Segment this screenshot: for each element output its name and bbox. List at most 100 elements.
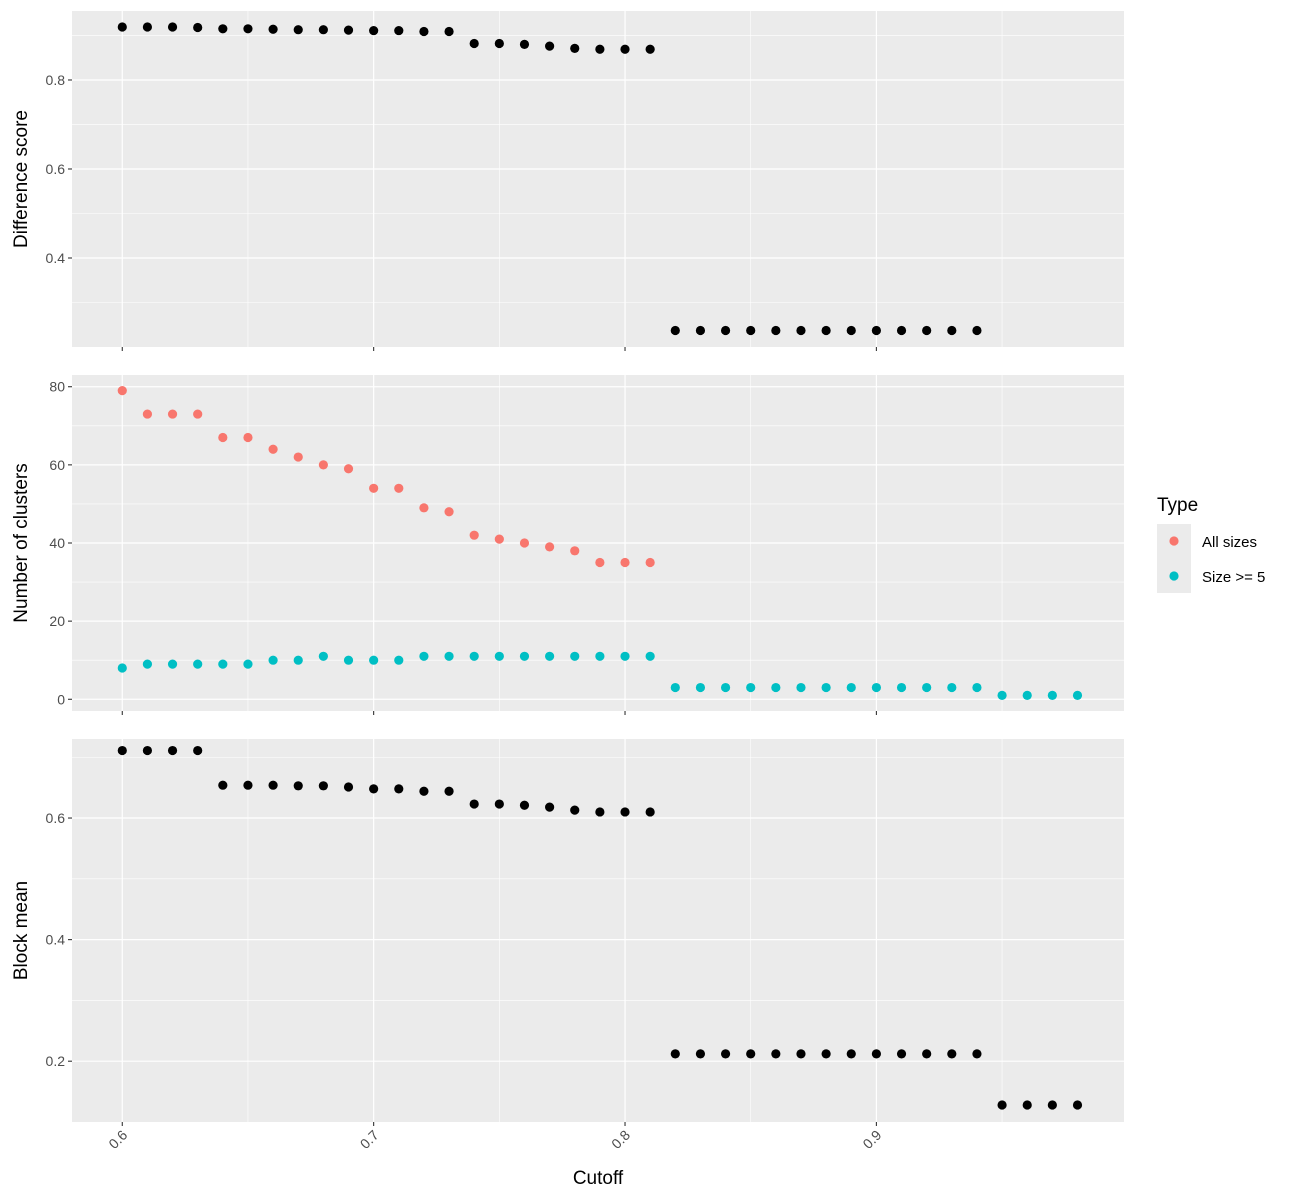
data-point-size-5 [469,651,479,661]
panel-number-of-clusters: 0 20 40 60 80 Number of clusters [11,375,1124,715]
y-axis-title-number-of-clusters: Number of clusters [11,463,32,622]
panel-block-mean: 0.2 0.4 0.6 Block mean [11,739,1124,1126]
data-point-all-sizes [419,503,429,513]
data-point-series-0 [997,1100,1007,1110]
data-point-all-sizes [243,432,253,443]
data-point-size-5 [369,655,379,665]
data-point-size-5 [997,690,1007,700]
data-point-series-0 [167,22,178,32]
data-point-size-5 [896,682,907,693]
data-point-series-0 [117,22,127,32]
legend: Type All sizes Size >= 5 [1157,495,1265,593]
data-point-series-0 [620,44,630,54]
data-point-size-5 [167,659,178,669]
y-tick-label: 40 [49,535,65,551]
data-point-series-0 [645,44,655,54]
y-tick-label: 0 [57,691,65,707]
data-point-series-0 [142,745,153,756]
data-point-series-0 [494,38,504,49]
data-point-series-0 [519,800,530,810]
data-point-all-sizes [293,452,303,462]
y-tick-label: 0.4 [46,932,66,948]
data-point-series-0 [796,1049,806,1059]
data-point-size-5 [771,682,781,693]
y-tick-label: 0.2 [46,1053,66,1069]
data-point-all-sizes [620,557,630,568]
data-point-size-5 [796,682,806,693]
data-point-size-5 [695,682,706,693]
data-point-size-5 [193,659,203,669]
legend-key-size-ge-5 [1169,571,1179,581]
data-point-series-0 [218,780,228,790]
data-point-series-0 [922,325,932,336]
data-point-series-0 [545,802,555,812]
data-point-size-5 [243,659,253,669]
legend-key-all-sizes [1169,536,1179,546]
data-point-series-0 [469,38,479,49]
data-point-all-sizes [167,409,178,419]
x-tick-labels: 0.6 0.7 0.8 0.9 [105,1127,884,1152]
data-point-series-0 [922,1049,932,1059]
data-point-series-0 [771,1049,781,1059]
data-point-series-0 [670,325,680,336]
data-point-size-5 [494,651,504,661]
x-tick-label: 0.8 [608,1127,633,1152]
data-point-all-sizes [193,409,203,419]
data-point-series-0 [871,325,881,336]
data-point-series-0 [1022,1100,1032,1110]
y-tick-label: 60 [49,457,65,473]
data-point-series-0 [293,25,303,35]
data-point-all-sizes [595,557,605,568]
data-point-size-5 [268,655,278,665]
data-point-series-0 [972,1049,982,1059]
data-point-all-sizes [570,546,580,556]
data-point-series-0 [720,325,731,336]
data-point-series-0 [494,799,504,809]
data-point-series-0 [343,25,354,35]
data-point-series-0 [243,24,253,34]
x-tick-label: 0.7 [357,1127,382,1152]
data-point-size-5 [519,651,530,661]
data-point-series-0 [369,784,379,794]
data-point-series-0 [117,745,127,756]
data-point-series-0 [444,786,454,796]
y-tick-label: 0.4 [46,250,66,266]
data-point-all-sizes [494,534,504,544]
data-point-all-sizes [218,432,228,443]
chart-panels: 0.4 0.6 0.8 Difference score 0 20 40 60 80 Number… [11,11,1124,1152]
data-point-size-5 [670,682,680,693]
data-point-size-5 [821,682,831,693]
data-point-series-0 [695,1049,706,1059]
y-axis-title-difference-score: Difference score [11,110,32,248]
data-point-series-0 [645,807,655,817]
data-point-size-5 [595,651,605,661]
data-point-series-0 [746,325,756,336]
data-point-size-5 [343,655,354,665]
data-point-series-0 [620,807,630,817]
data-point-series-0 [369,25,379,36]
data-point-size-5 [746,682,756,693]
data-point-series-0 [444,26,454,37]
y-axis-title-block-mean: Block mean [11,881,32,980]
data-point-series-0 [268,24,278,34]
data-point-series-0 [218,24,228,34]
data-point-series-0 [318,25,328,35]
data-point-series-0 [720,1049,731,1059]
data-point-series-0 [268,780,278,790]
panel-background [72,739,1124,1122]
data-point-series-0 [821,325,831,336]
data-point-series-0 [947,325,957,336]
data-point-series-0 [193,745,203,756]
data-point-series-0 [142,22,153,32]
data-point-all-sizes [268,444,278,454]
data-point-series-0 [746,1049,756,1059]
data-point-all-sizes [117,386,127,396]
data-point-all-sizes [545,542,555,552]
legend-label-size-ge-5: Size >= 5 [1202,569,1265,586]
data-point-all-sizes [469,530,479,540]
data-point-series-0 [695,325,706,336]
data-point-size-5 [218,659,228,669]
data-point-series-0 [896,1049,907,1059]
data-point-size-5 [142,659,153,669]
